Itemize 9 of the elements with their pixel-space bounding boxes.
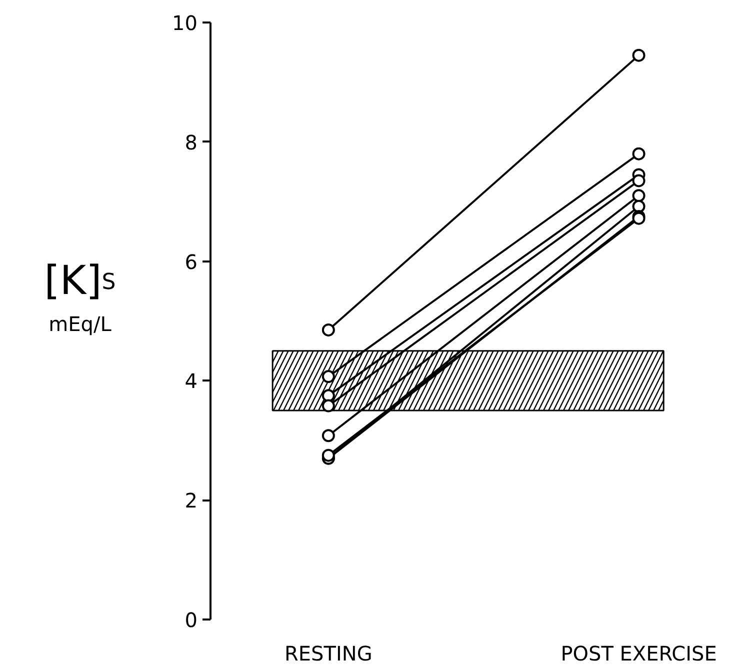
y-tick-label: 0: [184, 608, 198, 632]
x-tick-label: POST EXERCISE: [560, 642, 717, 666]
y-tick-label: 6: [184, 250, 198, 274]
y-tick-label: 8: [184, 130, 198, 154]
y-tick-label: 4: [184, 369, 198, 394]
y-tick-label: 10: [172, 11, 198, 35]
x-tick-label: RESTING: [284, 642, 372, 666]
y-axis-title: [K]$^{S}$ mEq/L: [44, 258, 116, 336]
y-tick-label: 2: [184, 488, 198, 513]
